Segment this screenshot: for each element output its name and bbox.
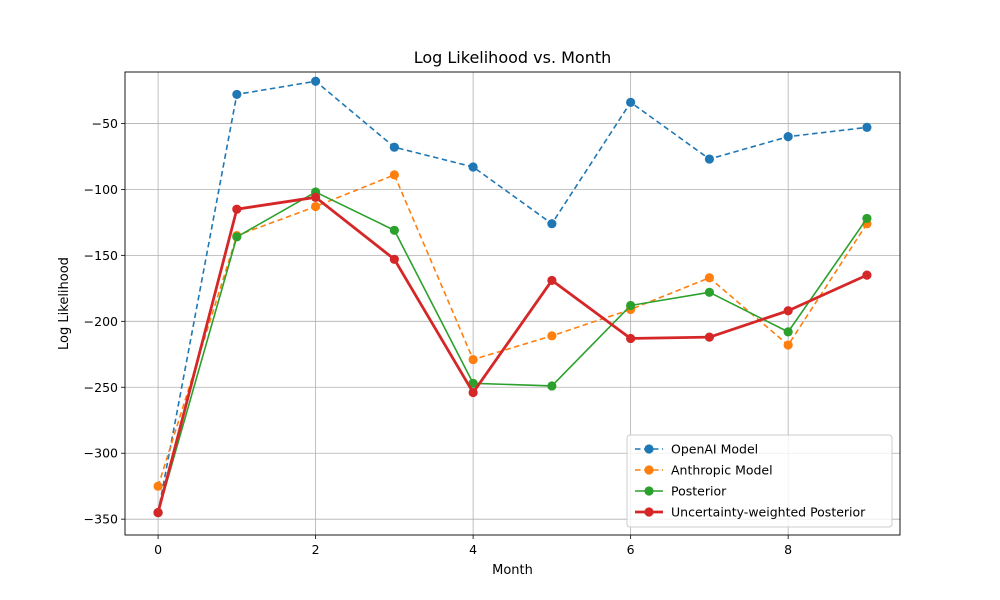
legend-item: Anthropic Model bbox=[635, 463, 773, 478]
y-tick-label: −50 bbox=[92, 116, 118, 131]
data-point bbox=[626, 333, 636, 344]
data-point bbox=[310, 192, 321, 202]
legend-marker bbox=[644, 444, 654, 454]
y-tick-label: −150 bbox=[84, 248, 118, 263]
x-tick-label: 8 bbox=[784, 542, 792, 557]
data-point bbox=[389, 142, 399, 152]
data-point bbox=[547, 219, 557, 229]
legend-item: OpenAI Model bbox=[635, 442, 758, 457]
legend-marker bbox=[644, 465, 654, 475]
legend-item: Uncertainty-weighted Posterior bbox=[635, 505, 866, 520]
y-tick-label: −200 bbox=[84, 314, 118, 329]
y-tick-label: −250 bbox=[84, 380, 118, 395]
legend-item: Posterior bbox=[635, 484, 727, 499]
series-line bbox=[157, 191, 868, 513]
data-point bbox=[389, 254, 399, 264]
series-uncertainty-weighted-posterior bbox=[153, 192, 872, 518]
legend: OpenAI Model Anthropic Model Posterior Unce… bbox=[626, 434, 893, 528]
x-tick-label: 4 bbox=[469, 542, 477, 557]
x-tick-label: 0 bbox=[154, 542, 162, 557]
legend-label: Posterior bbox=[671, 484, 727, 499]
legend-box bbox=[626, 434, 893, 528]
data-point bbox=[310, 201, 321, 212]
legend-marker bbox=[644, 507, 654, 517]
data-point bbox=[468, 387, 478, 398]
data-point bbox=[547, 381, 557, 391]
data-point bbox=[862, 270, 872, 280]
data-point bbox=[783, 327, 793, 337]
legend-label: OpenAI Model bbox=[671, 442, 758, 457]
data-point bbox=[626, 300, 636, 311]
y-tick-label: −350 bbox=[84, 512, 118, 527]
data-point bbox=[232, 232, 242, 242]
data-point bbox=[389, 170, 399, 180]
data-point bbox=[310, 76, 321, 86]
axis-ticks: 0 2 4 6 8 −350 −300 −250 −200 −150 −100 −50 bbox=[84, 116, 793, 557]
x-tick-label: 2 bbox=[312, 542, 320, 557]
chart-title: Log Likelihood vs. Month bbox=[414, 48, 612, 67]
legend-label: Anthropic Model bbox=[671, 463, 773, 478]
data-point bbox=[783, 340, 793, 350]
series-layer bbox=[153, 76, 872, 518]
data-point bbox=[468, 162, 478, 172]
data-point bbox=[153, 481, 163, 491]
data-point bbox=[704, 273, 715, 283]
data-point bbox=[547, 275, 557, 286]
legend-marker bbox=[644, 486, 654, 496]
x-axis-title: Month bbox=[492, 563, 533, 578]
data-point bbox=[547, 331, 557, 341]
data-point bbox=[704, 154, 715, 164]
data-point bbox=[232, 89, 242, 100]
data-point bbox=[862, 122, 872, 133]
legend-label: Uncertainty-weighted Posterior bbox=[671, 505, 866, 520]
y-tick-label: −100 bbox=[84, 182, 118, 197]
data-point bbox=[153, 507, 163, 518]
plot-frame bbox=[124, 71, 901, 536]
data-point bbox=[468, 378, 478, 388]
x-tick-label: 6 bbox=[627, 542, 635, 557]
data-point bbox=[862, 213, 872, 224]
data-point bbox=[704, 332, 715, 342]
data-point bbox=[389, 225, 399, 235]
series-line bbox=[156, 195, 868, 513]
data-point bbox=[626, 97, 636, 107]
data-point bbox=[783, 132, 793, 142]
data-point bbox=[783, 306, 793, 316]
data-point bbox=[704, 287, 715, 297]
data-point bbox=[468, 354, 478, 365]
y-tick-label: −300 bbox=[84, 446, 118, 461]
data-point bbox=[232, 204, 242, 214]
y-axis-title: Log Likelihood bbox=[57, 257, 72, 350]
